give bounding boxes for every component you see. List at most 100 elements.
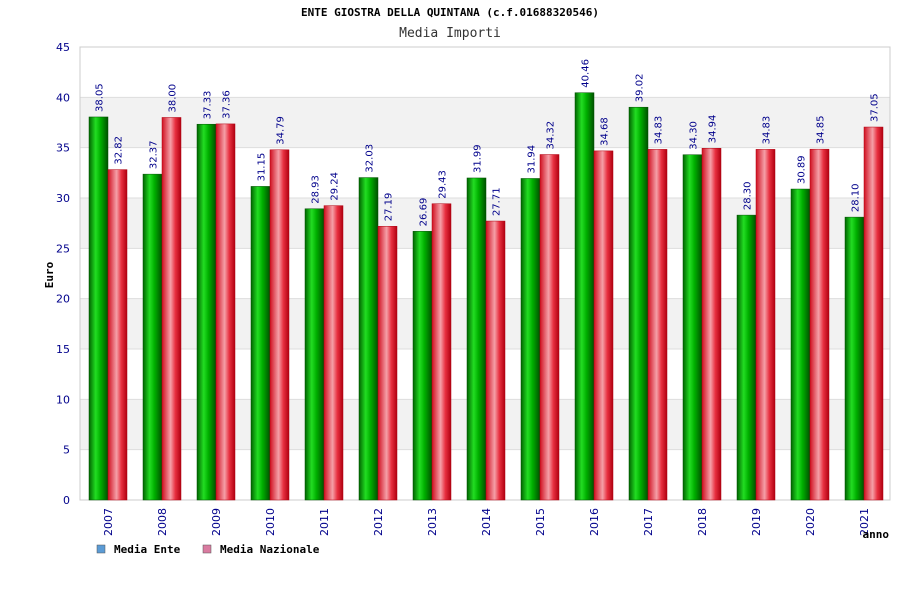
- y-tick-label: 10: [56, 393, 70, 406]
- y-axis-label: Euro: [43, 261, 56, 288]
- value-label: 37.33: [203, 91, 214, 120]
- value-label: 27.71: [492, 187, 503, 216]
- value-label: 31.99: [473, 144, 484, 173]
- value-label: 29.24: [330, 172, 341, 201]
- bar-media-ente: [412, 231, 433, 501]
- bar-media-ente: [736, 214, 757, 501]
- x-tick-label: 2010: [264, 508, 277, 536]
- legend-label: Media Ente: [114, 543, 181, 556]
- value-label: 28.93: [311, 175, 322, 204]
- value-label: 27.19: [384, 193, 395, 222]
- legend-label: Media Nazionale: [220, 543, 320, 556]
- value-label: 31.94: [527, 145, 538, 174]
- value-label: 39.02: [635, 74, 646, 103]
- value-label: 28.30: [743, 181, 754, 210]
- value-label: 34.85: [816, 116, 827, 145]
- value-label: 40.46: [581, 59, 592, 88]
- bar-media-nazionale: [701, 148, 722, 501]
- value-label: 37.05: [870, 93, 881, 122]
- bar-media-nazionale: [863, 126, 884, 501]
- bar-media-ente: [520, 178, 541, 501]
- bar-media-nazionale: [809, 148, 830, 501]
- x-tick-label: 2021: [858, 508, 871, 536]
- x-tick-label: 2014: [480, 508, 493, 536]
- x-tick-label: 2011: [318, 508, 331, 536]
- legend-swatch: [202, 544, 212, 554]
- x-tick-label: 2012: [372, 508, 385, 536]
- x-tick-label: 2016: [588, 508, 601, 536]
- bar-media-nazionale: [593, 150, 614, 501]
- value-label: 34.30: [689, 121, 700, 150]
- x-tick-label: 2009: [210, 508, 223, 536]
- legend: Media Ente Media Nazionale: [96, 543, 320, 556]
- value-label: 32.37: [149, 141, 160, 170]
- value-label: 38.05: [95, 83, 106, 112]
- legend-item: Media Nazionale: [202, 543, 320, 556]
- value-label: 34.68: [600, 117, 611, 146]
- y-tick-label: 35: [56, 142, 70, 155]
- x-tick-label: 2013: [426, 508, 439, 536]
- bar-media-ente: [466, 177, 487, 501]
- legend-item: Media Ente: [96, 543, 181, 556]
- bar-media-nazionale: [107, 169, 128, 501]
- bars: [88, 92, 884, 501]
- y-tick-label: 25: [56, 242, 70, 255]
- bar-media-nazionale: [755, 149, 776, 501]
- bar-media-ente: [250, 186, 271, 501]
- bar-media-ente: [142, 173, 163, 501]
- x-axis-ticks: 2007 2008 2009 2010 2011 2012 2013 2014 2015 2016…: [102, 508, 871, 536]
- value-label: 32.03: [365, 144, 376, 173]
- value-label: 32.82: [114, 136, 125, 165]
- y-tick-label: 5: [63, 444, 70, 457]
- bar-media-nazionale: [539, 154, 560, 501]
- value-label: 34.79: [276, 116, 287, 145]
- bar-media-nazionale: [323, 205, 344, 501]
- y-tick-label: 30: [56, 192, 70, 205]
- x-tick-label: 2007: [102, 508, 115, 536]
- chart-subtitle: Media Importi: [399, 26, 501, 41]
- bar-media-ente: [196, 123, 217, 501]
- bar-media-nazionale: [647, 149, 668, 501]
- value-label: 34.83: [654, 116, 665, 145]
- y-tick-label: 40: [56, 91, 70, 104]
- bar-media-nazionale: [377, 226, 398, 501]
- y-tick-label: 20: [56, 293, 70, 306]
- value-label: 37.36: [222, 90, 233, 119]
- bar-media-ente: [358, 177, 379, 501]
- x-tick-label: 2017: [642, 508, 655, 536]
- bar-media-nazionale: [215, 123, 236, 501]
- y-tick-label: 0: [63, 494, 70, 507]
- y-tick-label: 45: [56, 41, 70, 54]
- bar-media-ente: [682, 154, 703, 501]
- x-tick-label: 2020: [804, 508, 817, 536]
- value-label: 31.15: [257, 153, 268, 182]
- value-label: 34.94: [708, 115, 719, 144]
- x-tick-label: 2019: [750, 508, 763, 536]
- x-tick-label: 2015: [534, 508, 547, 536]
- value-label: 29.43: [438, 170, 449, 199]
- bar-media-nazionale: [269, 149, 290, 501]
- value-labels: 38.05 32.82 32.37 38.00 37.33 37.36 31.15 34.79…: [95, 59, 881, 226]
- value-label: 28.10: [851, 183, 862, 212]
- legend-swatch: [96, 544, 106, 554]
- y-axis-ticks: 0 5 10 15 20 25 30 35 40 45: [56, 41, 70, 507]
- bar-media-ente: [574, 92, 595, 501]
- value-label: 38.00: [168, 84, 179, 113]
- bar-media-nazionale: [431, 203, 452, 501]
- bar-media-ente: [844, 216, 865, 501]
- value-label: 34.83: [762, 116, 773, 145]
- value-label: 30.89: [797, 155, 808, 184]
- x-tick-label: 2018: [696, 508, 709, 536]
- y-tick-label: 15: [56, 343, 70, 356]
- bar-media-ente: [88, 116, 109, 501]
- x-tick-label: 2008: [156, 508, 169, 536]
- bar-media-nazionale: [161, 117, 182, 501]
- x-axis-label: anno: [863, 528, 890, 541]
- bar-media-ente: [628, 106, 649, 501]
- value-label: 26.69: [419, 198, 430, 227]
- bar-media-ente: [790, 188, 811, 501]
- bar-media-nazionale: [485, 220, 506, 501]
- chart-title: ENTE GIOSTRA DELLA QUINTANA (c.f.0168832…: [301, 6, 599, 19]
- bar-media-ente: [304, 208, 325, 501]
